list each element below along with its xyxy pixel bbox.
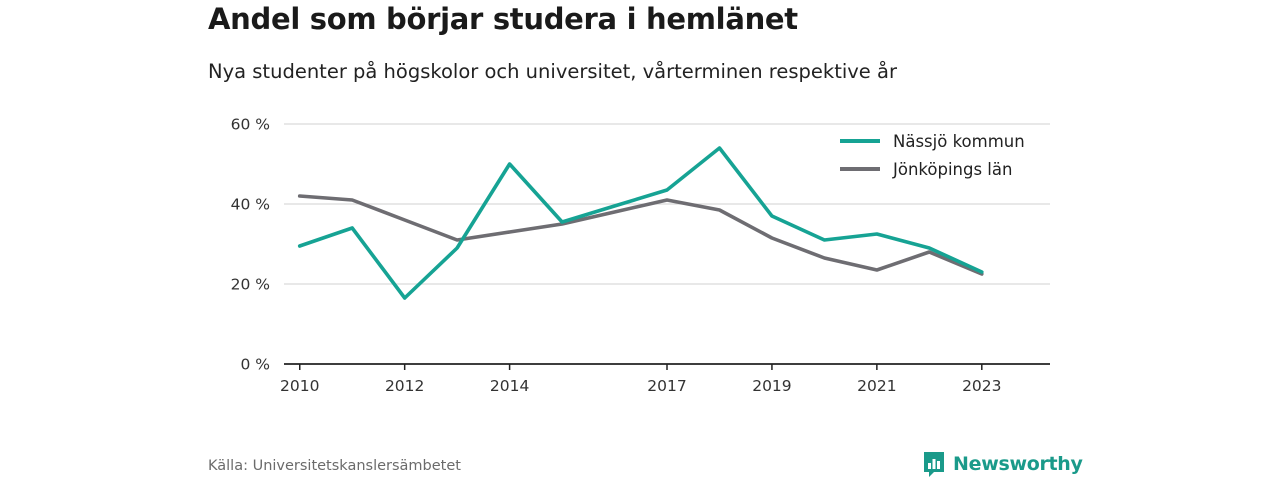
x-tick-label: 2023 [962,377,1001,395]
brand-logo: Newsworthy [922,450,1083,478]
bar-chart-icon [924,452,944,477]
y-axis-ticks: 0 % 20 % 40 % 60 % [231,116,270,374]
chart-subtitle: Nya studenter på högskolor och universit… [208,60,897,83]
y-tick-label: 20 % [231,276,270,294]
legend: Nässjö kommun Jönköpings län [840,132,1025,179]
x-tick-label: 2014 [490,377,529,395]
y-tick-label: 60 % [231,116,270,134]
x-tick-label: 2021 [857,377,896,395]
source-note: Källa: Universitetskanslersämbetet [208,458,461,474]
series-line [297,146,984,300]
y-tick-label: 0 % [240,356,270,374]
x-tick-label: 2010 [280,377,319,395]
x-tick-label: 2019 [752,377,791,395]
chart-title: Andel som börjar studera i hemlänet [208,2,798,36]
brand-name: Newsworthy [953,453,1083,475]
series-lines [297,146,984,300]
legend-label: Jönköpings län [892,160,1012,179]
series-line [297,194,984,276]
x-tick-label: 2012 [385,377,424,395]
legend-label: Nässjö kommun [893,132,1025,151]
x-tick-label: 2017 [647,377,686,395]
x-axis-ticks: 2010 2012 2014 2017 2019 2021 2023 [280,364,1002,395]
y-tick-label: 40 % [231,196,270,214]
